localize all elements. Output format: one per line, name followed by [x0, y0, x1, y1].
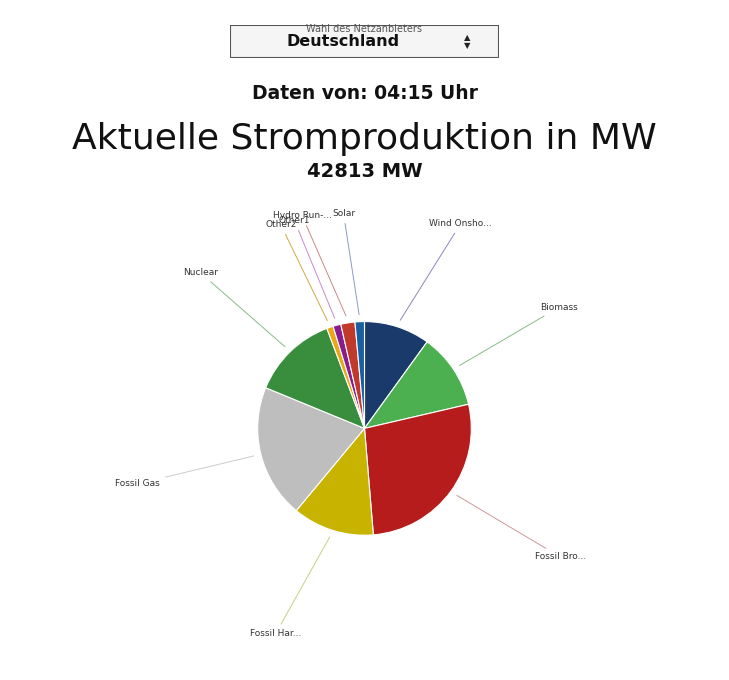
- Text: Other1: Other1: [278, 216, 335, 318]
- Text: 42813 MW: 42813 MW: [307, 162, 422, 181]
- Text: Solar: Solar: [332, 209, 359, 314]
- Wedge shape: [364, 404, 472, 535]
- Text: Daten von: 04:15 Uhr: Daten von: 04:15 Uhr: [252, 84, 477, 103]
- Text: Wind Onsho...: Wind Onsho...: [400, 219, 492, 320]
- Text: Fossil Bro...: Fossil Bro...: [457, 495, 586, 562]
- Text: Wahl des Netzanbieters: Wahl des Netzanbieters: [306, 24, 423, 34]
- Wedge shape: [340, 322, 364, 428]
- Text: Fossil Gas: Fossil Gas: [115, 456, 254, 488]
- Text: ▲
▼: ▲ ▼: [464, 33, 470, 50]
- Wedge shape: [265, 328, 364, 428]
- Wedge shape: [364, 342, 469, 428]
- Text: Other2: Other2: [265, 220, 327, 320]
- Wedge shape: [333, 324, 364, 428]
- Text: Deutschland: Deutschland: [286, 34, 399, 49]
- Text: Nuclear: Nuclear: [183, 268, 285, 347]
- Text: Biomass: Biomass: [459, 303, 578, 365]
- Wedge shape: [364, 322, 427, 428]
- Wedge shape: [327, 326, 364, 428]
- Text: Aktuelle Stromproduktion in MW: Aktuelle Stromproduktion in MW: [72, 122, 657, 156]
- Wedge shape: [355, 322, 364, 428]
- Text: Hydro Run-...: Hydro Run-...: [273, 211, 346, 316]
- Wedge shape: [257, 388, 364, 511]
- Text: Fossil Har...: Fossil Har...: [250, 537, 330, 639]
- Wedge shape: [296, 428, 373, 535]
